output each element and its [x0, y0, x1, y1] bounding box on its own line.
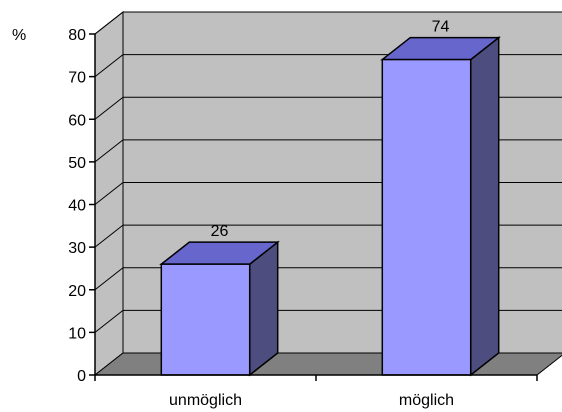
x-tick-label: möglich — [399, 392, 454, 409]
y-axis-ticks: 0 10 20 30 40 50 60 70 80 — [68, 27, 95, 385]
y-axis-unit-label: % — [12, 27, 26, 44]
y-tick-label: 60 — [68, 112, 86, 129]
bar-2: 74 — [380, 19, 501, 377]
x-axis-ticks: unmöglich möglich — [94, 375, 538, 409]
bar-side — [248, 240, 279, 377]
gridline-side — [94, 182, 124, 205]
y-tick-label: 10 — [68, 325, 86, 342]
y-tick-label: 80 — [68, 27, 86, 44]
gridline-side — [94, 139, 124, 163]
bar-front — [160, 263, 251, 376]
y-tick-label: 0 — [77, 368, 86, 385]
bar-1: 26 — [159, 223, 280, 377]
bar-front — [381, 58, 472, 376]
x-tick-label: unmöglich — [169, 392, 242, 409]
gridline-side — [94, 54, 124, 78]
y-tick-label: 30 — [68, 240, 86, 257]
y-tick-label: 70 — [68, 70, 86, 87]
y-tick-label: 40 — [68, 198, 86, 215]
gridline-side — [94, 309, 124, 333]
data-label: 74 — [432, 19, 450, 36]
gridline-side — [94, 96, 124, 120]
bars: 26 74 — [159, 19, 501, 377]
gridline-side — [94, 224, 124, 248]
gridline-side — [94, 11, 124, 35]
bar-side — [469, 36, 500, 377]
gridline-side — [94, 267, 124, 291]
y-tick-label: 50 — [68, 155, 86, 172]
data-label: 26 — [211, 223, 229, 240]
y-tick-label: 20 — [68, 283, 86, 300]
